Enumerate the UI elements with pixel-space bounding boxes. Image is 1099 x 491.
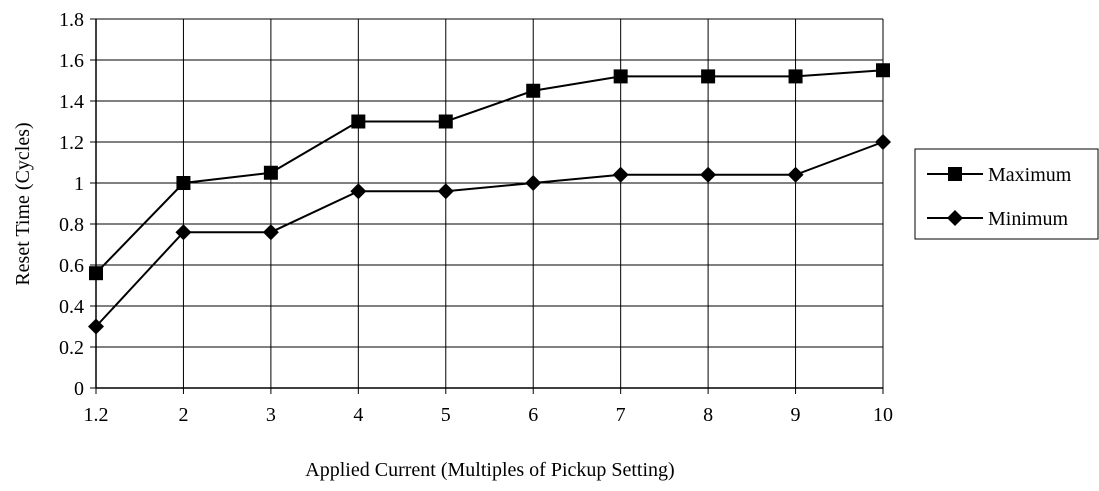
y-tick-label: 0.8 xyxy=(59,214,84,236)
y-tick-label: 0.4 xyxy=(59,296,84,318)
data-point-maximum xyxy=(701,69,716,84)
x-tick-label: 2 xyxy=(178,404,188,426)
data-point-maximum xyxy=(263,165,278,180)
x-tick-label: 7 xyxy=(616,404,626,426)
data-point-minimum xyxy=(700,166,717,183)
y-tick-label: 1.6 xyxy=(59,50,84,72)
y-tick-label: 0 xyxy=(74,378,84,400)
x-tick-label: 1.2 xyxy=(84,404,109,426)
series-line-minimum xyxy=(95,141,884,328)
x-tick-labels: 1.2 2 3 4 5 6 7 8 9 10 xyxy=(84,404,894,426)
y-axis-title: Reset Time (Cycles) xyxy=(12,122,34,285)
gridlines xyxy=(95,18,884,389)
data-point-maximum xyxy=(526,83,541,98)
y-tick-labels: 0 0.2 0.4 0.6 0.8 1 1.2 1.4 1.6 1.8 xyxy=(59,9,84,400)
data-point-minimum xyxy=(875,134,891,150)
legend-marker-maximum xyxy=(948,167,962,181)
data-point-minimum xyxy=(88,318,104,335)
y-tick-label: 1.8 xyxy=(59,9,84,31)
data-point-maximum xyxy=(613,69,628,84)
data-point-minimum xyxy=(525,175,542,191)
data-point-maximum xyxy=(89,266,103,281)
data-point-maximum xyxy=(176,176,191,190)
y-tick-label: 1.4 xyxy=(59,91,84,113)
data-point-maximum xyxy=(788,69,803,84)
x-tick-label: 3 xyxy=(266,404,276,426)
x-tick-label: 8 xyxy=(703,404,713,426)
y-tick-label: 0.6 xyxy=(59,255,84,277)
legend-box xyxy=(914,148,1099,240)
y-tick-label: 0.2 xyxy=(59,337,84,359)
legend: Maximum Minimum xyxy=(914,148,1099,240)
legend-marker-minimum xyxy=(947,210,963,226)
data-point-minimum xyxy=(175,224,192,241)
x-tick-label: 5 xyxy=(441,404,451,426)
data-point-maximum xyxy=(876,63,890,78)
x-axis-title: Applied Current (Multiples of Pickup Set… xyxy=(305,459,674,481)
y-tick-label: 1.2 xyxy=(59,132,84,154)
data-point-minimum xyxy=(787,166,804,183)
axes xyxy=(90,18,884,394)
x-tick-label: 10 xyxy=(873,404,893,426)
legend-label-minimum: Minimum xyxy=(988,208,1068,230)
data-point-minimum xyxy=(262,224,279,241)
x-tick-label: 4 xyxy=(353,404,363,426)
data-point-maximum xyxy=(438,114,453,129)
series-line-maximum xyxy=(95,69,884,274)
data-point-minimum xyxy=(350,183,367,200)
data-point-minimum xyxy=(437,183,454,200)
y-tick-label: 1 xyxy=(74,173,84,195)
data-point-minimum xyxy=(612,166,629,183)
x-tick-label: 9 xyxy=(791,404,801,426)
data-point-maximum xyxy=(351,114,366,129)
series-lines xyxy=(88,63,891,335)
x-tick-label: 6 xyxy=(528,404,538,426)
legend-label-maximum: Maximum xyxy=(988,164,1072,186)
